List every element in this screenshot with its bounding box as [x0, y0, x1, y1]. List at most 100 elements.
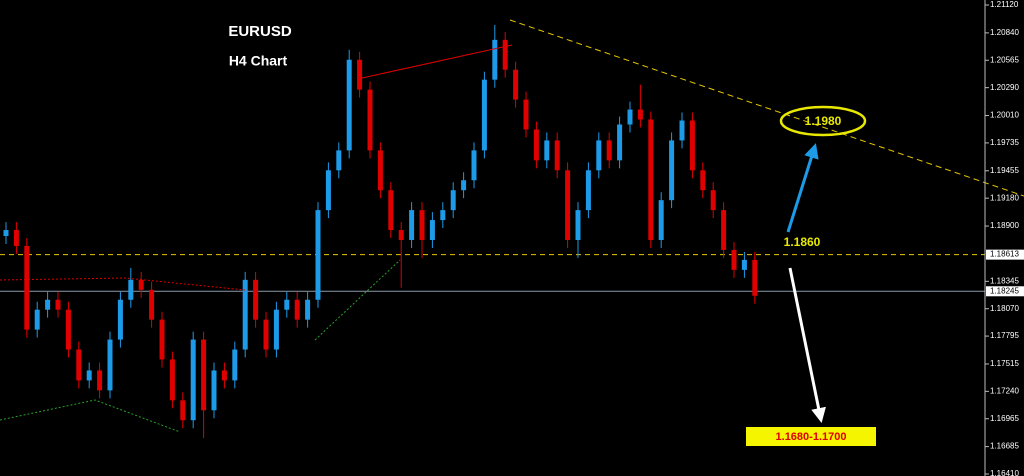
trend-line	[0, 399, 181, 433]
candle-body	[3, 230, 9, 237]
y-tick-label: 1.18900	[990, 221, 1019, 230]
candle-body	[24, 245, 30, 330]
candle-body	[284, 299, 290, 310]
candle-body	[273, 309, 279, 350]
candle-body	[357, 59, 363, 90]
candle-body	[554, 140, 560, 171]
candle-body	[606, 140, 612, 161]
candle-body	[107, 339, 113, 391]
arrow-down	[788, 267, 826, 423]
y-tick-label: 1.20840	[990, 28, 1019, 37]
candle-body	[180, 400, 186, 421]
y-tick-label: 1.20290	[990, 83, 1019, 92]
candle-body	[471, 150, 477, 181]
candle-body	[346, 59, 352, 151]
candle-body	[97, 370, 103, 391]
candle-body	[34, 309, 40, 330]
candle-body	[159, 319, 165, 360]
candle-body	[461, 180, 467, 191]
annotation: 1.1860	[784, 235, 821, 249]
candle-body	[658, 200, 664, 240]
y-tick-label: 1.18070	[990, 304, 1019, 313]
candle-body	[76, 349, 82, 381]
candle-body	[377, 150, 383, 191]
candle-body	[305, 299, 311, 320]
y-tick-label: 1.16410	[990, 469, 1019, 476]
candle-body	[13, 230, 19, 246]
candle-body	[211, 370, 217, 411]
y-tick-label: 1.16965	[990, 414, 1019, 423]
candle-body	[325, 170, 331, 211]
candle-body	[149, 289, 155, 320]
y-tick-label: 1.20010	[990, 111, 1019, 120]
candle-body	[294, 299, 300, 320]
candle-body	[721, 210, 727, 250]
candle-body	[648, 119, 654, 240]
candle-body	[627, 109, 633, 125]
candle-body	[596, 140, 602, 171]
candle-body	[731, 249, 737, 270]
y-tick-label: 1.16685	[990, 442, 1019, 451]
candle-body	[450, 190, 456, 211]
candle-body	[201, 339, 207, 411]
candle-body	[253, 279, 259, 320]
candle-body	[523, 99, 529, 130]
candle-body	[45, 299, 51, 310]
candle-body	[440, 210, 446, 221]
candle-body	[242, 279, 248, 350]
target-ellipse	[779, 105, 867, 137]
candle-body	[689, 120, 695, 171]
trend-line	[361, 44, 513, 79]
candle-body	[429, 220, 435, 240]
candle-body	[169, 359, 175, 401]
candle-body	[575, 210, 581, 240]
price-tag	[986, 249, 1024, 260]
y-tick-label: 1.17240	[990, 386, 1019, 395]
candle-body	[679, 120, 685, 141]
candle-body	[409, 210, 415, 240]
y-tick-label: 1.19735	[990, 138, 1019, 147]
candle-body	[263, 319, 269, 350]
candle-body	[336, 150, 342, 171]
candle-body	[585, 170, 591, 211]
candle-body	[367, 89, 373, 151]
candle-body	[481, 79, 487, 151]
y-tick-label: 1.20565	[990, 55, 1019, 64]
candle-body	[232, 349, 238, 381]
candle-body	[617, 124, 623, 161]
candle-body	[138, 279, 144, 290]
price-tag-label: 1.18613	[990, 250, 1019, 259]
candle-body	[315, 210, 321, 300]
candle-body	[669, 140, 675, 201]
candle-body	[86, 370, 92, 381]
candle-body	[544, 140, 550, 161]
chart-title: EURUSD	[228, 23, 292, 40]
candle-body	[533, 129, 539, 161]
plot-area	[0, 24, 985, 439]
annotation: 1.1680-1.1700	[776, 431, 847, 443]
y-tick-label: 1.19180	[990, 193, 1019, 202]
candle-body	[388, 190, 394, 231]
candle-body	[65, 309, 71, 350]
y-tick-label: 1.17515	[990, 359, 1019, 368]
candle-body	[55, 299, 61, 310]
annotation: 1.1980	[805, 114, 842, 128]
candle-body	[398, 230, 404, 240]
price-tag-label: 1.18245	[990, 286, 1019, 295]
candle-body	[637, 109, 643, 120]
candle-body	[128, 279, 134, 300]
candle-body	[752, 259, 758, 296]
candle-body	[190, 339, 196, 421]
candle-body	[492, 39, 498, 80]
candle-body	[502, 39, 508, 70]
candle-body	[565, 170, 571, 240]
trend-line	[0, 277, 246, 291]
y-tick-label: 1.17795	[990, 331, 1019, 340]
trend-line	[509, 19, 1024, 197]
y-tick-label: 1.21120	[990, 0, 1019, 9]
candle-body	[117, 299, 123, 340]
candle-body	[741, 259, 747, 270]
y-tick-label: 1.19455	[990, 166, 1019, 175]
